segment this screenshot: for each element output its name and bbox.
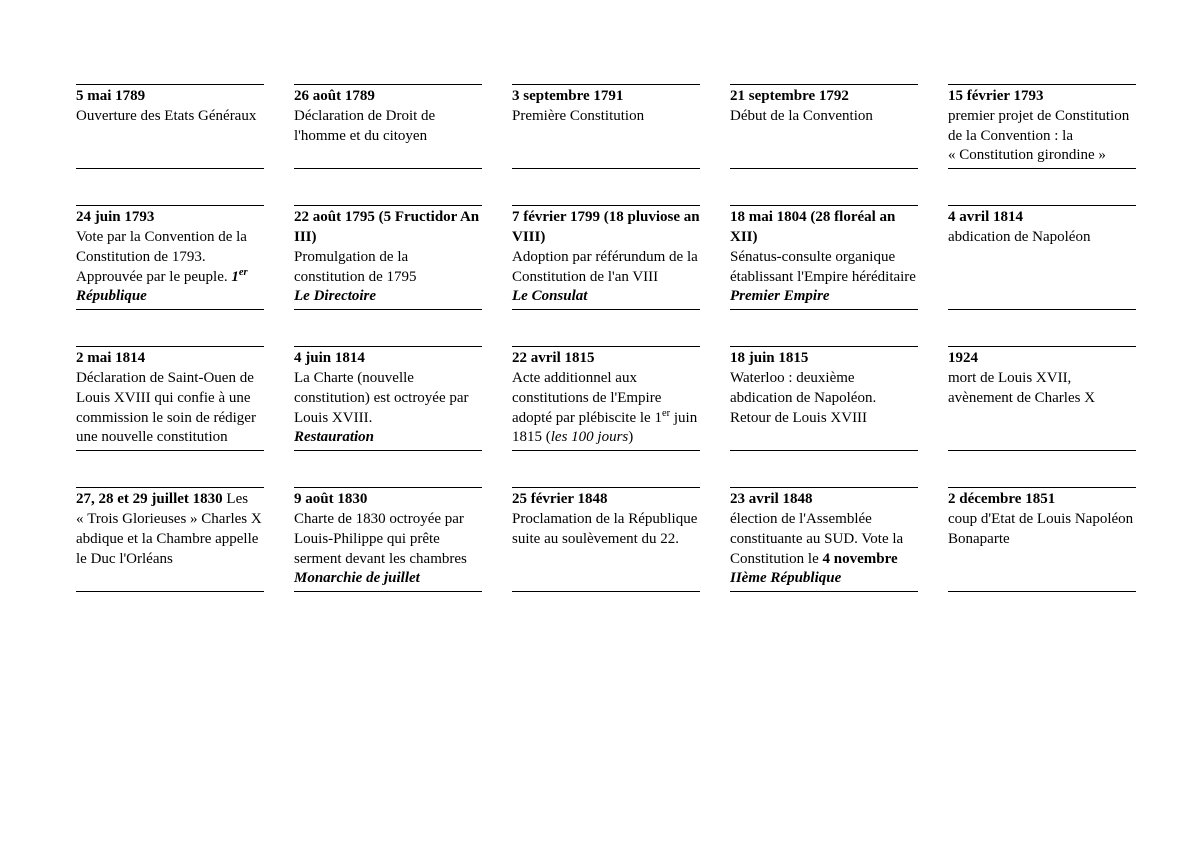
- timeline-cell: 3 septembre 1791Première Constitution: [512, 84, 700, 169]
- timeline-grid: 5 mai 1789Ouverture des Etats Généraux 26…: [76, 84, 1140, 592]
- timeline-cell: 2 mai 1814Déclaration de Saint-Ouen de L…: [76, 346, 264, 451]
- timeline-cell: 21 septembre 1792Début de la Convention: [730, 84, 918, 169]
- timeline-cell: 15 février 1793premier projet de Constit…: [948, 84, 1136, 169]
- timeline-cell: 5 mai 1789Ouverture des Etats Généraux: [76, 84, 264, 169]
- timeline-cell: 24 juin 1793Vote par la Convention de la…: [76, 205, 264, 310]
- timeline-cell: 22 août 1795 (5 Fructidor An III)Promulg…: [294, 205, 482, 310]
- timeline-cell: 4 juin 1814La Charte (nouvelle constitut…: [294, 346, 482, 451]
- timeline-cell: 22 avril 1815Acte additionnel aux consti…: [512, 346, 700, 451]
- timeline-cell: 26 août 1789Déclaration de Droit de l'ho…: [294, 84, 482, 169]
- timeline-cell: 18 juin 1815Waterloo : deuxième abdicati…: [730, 346, 918, 451]
- timeline-cell: 18 mai 1804 (28 floréal an XII)Sénatus-c…: [730, 205, 918, 310]
- timeline-cell: 25 février 1848Proclamation de la Républ…: [512, 487, 700, 592]
- timeline-cell: 23 avril 1848élection de l'Assemblée con…: [730, 487, 918, 592]
- timeline-cell: 9 août 1830Charte de 1830 octroyée par L…: [294, 487, 482, 592]
- timeline-cell: 4 avril 1814abdication de Napoléon: [948, 205, 1136, 310]
- timeline-cell: 1924mort de Louis XVII, avènement de Cha…: [948, 346, 1136, 451]
- document-page: 5 mai 1789Ouverture des Etats Généraux 26…: [0, 0, 1200, 632]
- timeline-cell: 7 février 1799 (18 pluviose an VIII)Adop…: [512, 205, 700, 310]
- timeline-cell: 2 décembre 1851coup d'Etat de Louis Napo…: [948, 487, 1136, 592]
- timeline-cell: 27, 28 et 29 juillet 1830 Les « Trois Gl…: [76, 487, 264, 592]
